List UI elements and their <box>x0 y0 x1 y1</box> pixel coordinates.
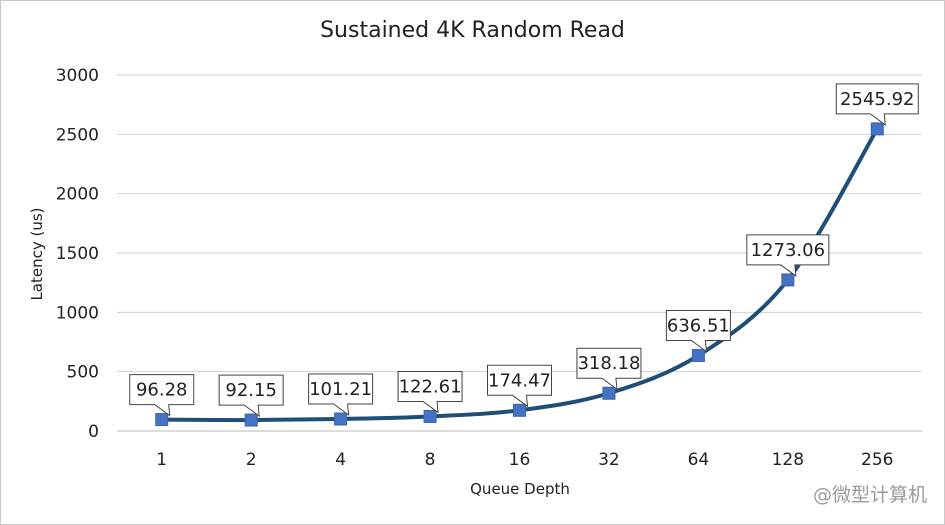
y-tick-label: 1000 <box>56 303 99 323</box>
data-label-callout <box>397 370 463 414</box>
data-point-marker <box>155 413 169 427</box>
data-label-callout <box>576 347 642 391</box>
data-label-callout <box>487 364 552 408</box>
data-point-marker <box>781 273 795 287</box>
data-point-marker <box>423 409 437 423</box>
data-label-callout <box>746 234 830 277</box>
axes: 0 500 1000 1500 2000 2500 3000 1 2 4 8 16 32 64 128 256 <box>56 66 894 470</box>
data-point-marker <box>244 413 258 427</box>
data-label-text: 92.15 <box>225 380 277 401</box>
x-tick-label: 32 <box>598 450 620 470</box>
data-label-callout <box>665 309 731 353</box>
data-point-marker <box>870 122 884 136</box>
x-axis-label: Queue Depth <box>470 480 570 498</box>
x-tick-label: 8 <box>425 450 436 470</box>
y-tick-label: 2500 <box>56 125 99 145</box>
data-point-marker <box>691 348 705 362</box>
data-label-text: 1273.06 <box>751 240 825 261</box>
y-tick-label: 2000 <box>56 185 99 205</box>
y-tick-label: 1500 <box>56 244 99 264</box>
x-tick-label: 2 <box>246 450 257 470</box>
data-label-text: 122.61 <box>399 376 462 397</box>
data-label-text: 174.47 <box>488 370 551 391</box>
watermark-text: @微型计算机 <box>812 484 927 506</box>
data-label-text: 2545.92 <box>840 89 914 110</box>
data-label-callout <box>129 374 195 417</box>
data-point-marker <box>513 403 526 417</box>
data-label-text: 96.28 <box>136 380 188 401</box>
y-tick-label: 0 <box>88 422 99 442</box>
chart-title: Sustained 4K Random Read <box>320 18 625 43</box>
data-label-text: 318.18 <box>577 353 640 374</box>
data-label-callout <box>308 373 374 417</box>
data-point-marker <box>334 412 348 426</box>
y-axis-label: Latency (us) <box>28 207 46 300</box>
series-layer <box>155 122 884 427</box>
x-tick-label: 4 <box>335 450 346 470</box>
data-labels: 96.28 92.15 101.21 122.61 174.47 318.18 636.51… <box>129 83 919 418</box>
data-label-callout <box>835 83 919 126</box>
x-tick-label: 16 <box>509 450 531 470</box>
x-tick-label: 128 <box>772 450 804 470</box>
data-label-callout <box>218 374 284 418</box>
data-label-text: 101.21 <box>309 379 372 400</box>
y-tick-label: 3000 <box>56 66 99 86</box>
data-point-marker <box>602 386 616 400</box>
x-tick-label: 1 <box>156 450 167 470</box>
x-tick-label: 256 <box>861 450 893 470</box>
data-label-text: 636.51 <box>667 315 730 336</box>
y-tick-label: 500 <box>67 363 99 383</box>
x-tick-label: 64 <box>688 450 710 470</box>
